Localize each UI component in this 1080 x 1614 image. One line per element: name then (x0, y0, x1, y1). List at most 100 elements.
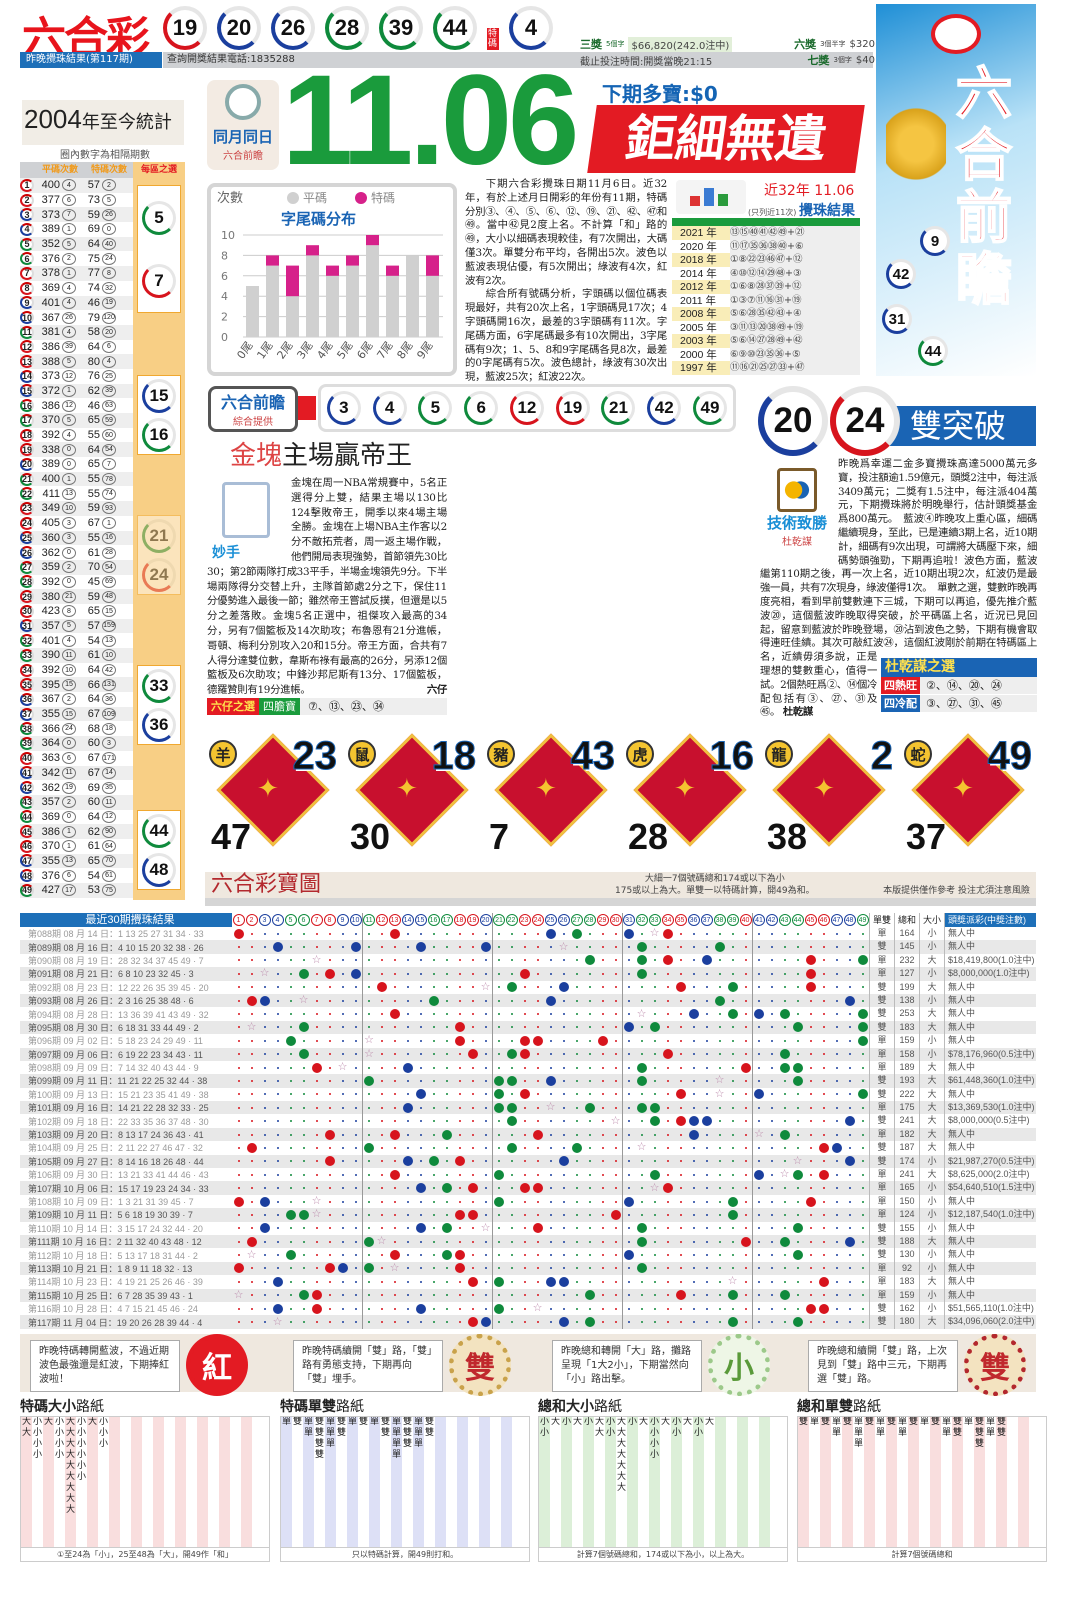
grid-cell (362, 1007, 375, 1021)
grid-cell (726, 1168, 739, 1181)
empty-dot (328, 1093, 331, 1096)
same-date-sub: 六合前瞻 (223, 151, 263, 162)
draw-count: 68 (87, 722, 100, 735)
empty-dot (758, 1187, 760, 1190)
road-title: 特碼大小路紙 (20, 1398, 270, 1416)
road-column: 大 (704, 1417, 715, 1547)
road-column: 雙 (842, 1417, 853, 1547)
draw-label: 第098期 09 月 09 日：7 14 32 40 43 44 · 9 (28, 1063, 199, 1074)
empty-dot (692, 1146, 695, 1149)
grid-cell (245, 1088, 258, 1101)
road-column (109, 1417, 120, 1547)
empty-dot (484, 932, 487, 935)
big-small: 小 (919, 1221, 944, 1235)
road-mark: 小 (98, 1417, 108, 1427)
column-number-ball: 36 (687, 914, 700, 926)
grid-cell (713, 1222, 726, 1235)
grid-cell (388, 1061, 401, 1074)
empty-dot (588, 1053, 591, 1056)
grid-cell (557, 1048, 570, 1061)
number-dot (415, 1303, 426, 1314)
empty-dot (628, 1187, 630, 1190)
road-mark: 大 (65, 1505, 75, 1515)
stats-row: 2 377 6 73 5 (20, 193, 133, 208)
empty-dot (692, 1053, 695, 1056)
draw-label: 第106期 09 月 30 日：13 21 33 41 44 46 · 43 (28, 1170, 209, 1181)
road-mark: 雙 (886, 1417, 896, 1427)
gap-count: 36 (102, 693, 116, 706)
grid-cell (570, 1021, 583, 1034)
grid-cell (791, 1248, 804, 1261)
road-mark: 單 (941, 1428, 951, 1438)
grid-cell (375, 1302, 388, 1315)
empty-dot (562, 1200, 565, 1203)
empty-dot (653, 1280, 656, 1283)
special-star-icon: ☆ (545, 1101, 556, 1114)
empty-dot (796, 1120, 799, 1123)
empty-dot (640, 1321, 643, 1324)
empty-dot (666, 1039, 669, 1042)
empty-dot (783, 1267, 786, 1270)
empty-dot (536, 1093, 539, 1096)
grid-cell (245, 1289, 258, 1302)
gap-count: 5 (62, 238, 76, 251)
empty-dot (614, 959, 617, 962)
empty-dot (731, 1133, 734, 1136)
draw-label: 第109期 10 月 11 日：5 6 18 19 30 39 · 7 (28, 1210, 193, 1221)
column-number: 22 (505, 913, 518, 927)
draw-count: 75 (87, 252, 100, 265)
odd-even: 雙 (869, 1020, 894, 1035)
grid-cell (791, 1315, 804, 1328)
empty-dot (731, 1254, 734, 1257)
road-mark: 單 (985, 1417, 995, 1427)
draw-count: 57 (87, 179, 100, 192)
grid-cell: ☆ (232, 1289, 245, 1302)
prize: 無人中 (944, 1288, 1036, 1302)
grid-cell (739, 1168, 752, 1181)
grid-cell (674, 1222, 687, 1235)
zodiac-main-number: 18 (431, 734, 476, 779)
draw-count: 355 (41, 708, 60, 721)
number-ball-mini: 14 (20, 369, 34, 383)
empty-dot (562, 1267, 565, 1270)
grid-cell (401, 1048, 414, 1061)
empty-dot (770, 1254, 773, 1257)
grid-cell (349, 1248, 362, 1261)
grid-cell (232, 1101, 245, 1114)
empty-dot (744, 999, 747, 1002)
stats-row: 8 369 4 74 32 (20, 281, 133, 296)
grid-cell (830, 994, 843, 1007)
grid-cell (817, 1275, 830, 1288)
stats-row: 47 355 13 65 70 (20, 853, 133, 869)
empty-dot (758, 1227, 760, 1230)
grid-cell (492, 1127, 505, 1142)
number-dot (779, 1009, 790, 1020)
draw-count: 58 (87, 326, 100, 339)
grid-cell (843, 1195, 856, 1208)
empty-dot (614, 1200, 617, 1203)
big-small: 小 (919, 967, 944, 981)
empty-dot (315, 1280, 318, 1283)
grid-cell: ☆ (310, 1208, 323, 1221)
empty-dot (744, 1079, 747, 1082)
draw-count: 390 (41, 649, 60, 662)
grid-cell (258, 1101, 271, 1114)
grid-cell (817, 1101, 830, 1114)
grid-cell (388, 1181, 401, 1194)
empty-dot (549, 1254, 552, 1257)
grid-cell (648, 1021, 661, 1034)
number-dot (675, 1116, 686, 1127)
number-ball-mini: 1 (20, 178, 34, 192)
empty-dot (562, 1039, 565, 1042)
grid-cell (310, 1048, 323, 1061)
empty-dot (692, 999, 695, 1002)
big-small: 大 (919, 1101, 944, 1115)
number-dot (636, 942, 647, 953)
empty-dot (628, 1053, 630, 1056)
empty-dot (770, 1187, 773, 1190)
draw-row: 第091期 08 月 21 日：6 8 10 23 32 45 · 3 ☆ 單 127… (20, 967, 1036, 981)
grid-cell (609, 1208, 622, 1221)
grid-cell (661, 1114, 674, 1127)
empty-dot (510, 1173, 513, 1176)
gap-count: 8 (102, 267, 116, 280)
